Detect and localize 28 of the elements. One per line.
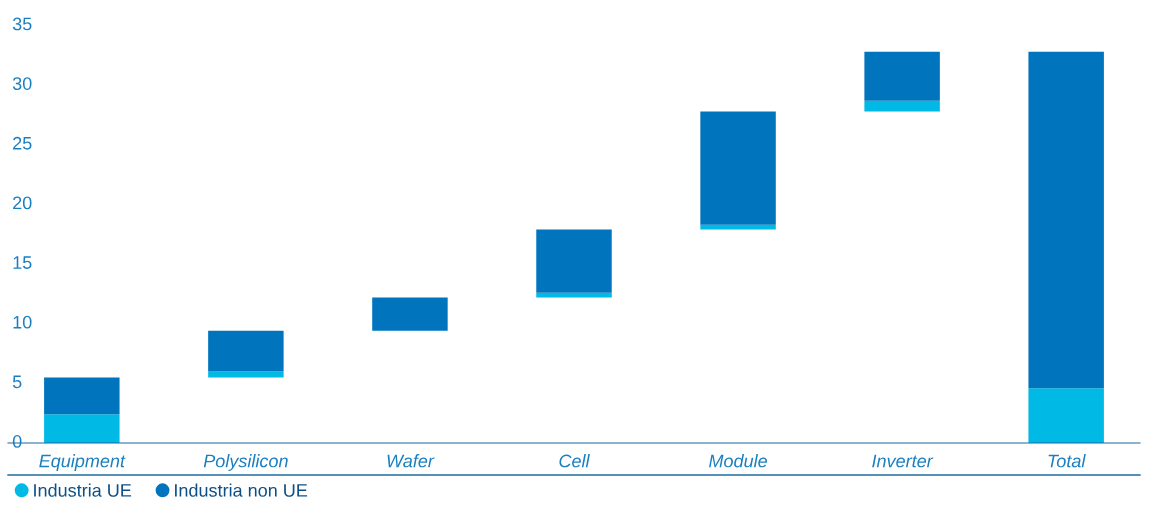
bar	[372, 297, 448, 331]
bar	[44, 414, 120, 443]
x-tick-label: Wafer	[387, 454, 435, 468]
y-tick-label: 20	[13, 196, 32, 210]
bar	[208, 330, 284, 372]
bar	[44, 377, 120, 415]
y-tick-label: 25	[13, 136, 32, 150]
bar	[536, 229, 612, 293]
x-tick-label: Equipment	[39, 454, 126, 471]
bar	[1028, 51, 1104, 389]
x-tick-label: Inverter	[872, 454, 934, 468]
y-tick-label: 30	[12, 77, 32, 90]
x-tick-label: Module	[709, 454, 767, 468]
legend-label: Industria non UE	[175, 483, 308, 497]
bar	[208, 371, 284, 378]
legend-label: Industria UE	[34, 483, 132, 497]
bar	[864, 100, 940, 112]
bar	[1028, 388, 1104, 443]
x-tick-label: Polysilicon	[203, 454, 288, 471]
y-tick-label: 5	[12, 375, 22, 389]
bar	[700, 111, 776, 225]
x-tick-label: Total	[1048, 454, 1086, 468]
y-tick-label: 10	[13, 315, 32, 329]
y-tick-label: 0	[12, 435, 22, 448]
bar	[864, 51, 940, 101]
y-tick-label: 15	[13, 256, 32, 269]
y-tick-label: 35	[12, 17, 32, 31]
x-tick-label: Cell	[559, 454, 590, 468]
